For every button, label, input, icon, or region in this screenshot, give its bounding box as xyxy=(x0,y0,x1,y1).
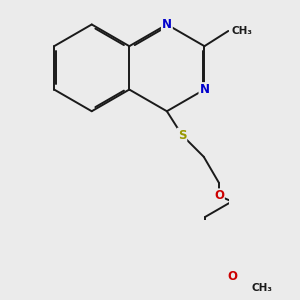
Text: O: O xyxy=(214,189,224,202)
Text: CH₃: CH₃ xyxy=(252,283,273,293)
Text: N: N xyxy=(162,18,172,31)
Text: O: O xyxy=(227,271,237,284)
Text: S: S xyxy=(178,129,186,142)
Text: N: N xyxy=(200,83,209,96)
Text: CH₃: CH₃ xyxy=(232,26,253,36)
